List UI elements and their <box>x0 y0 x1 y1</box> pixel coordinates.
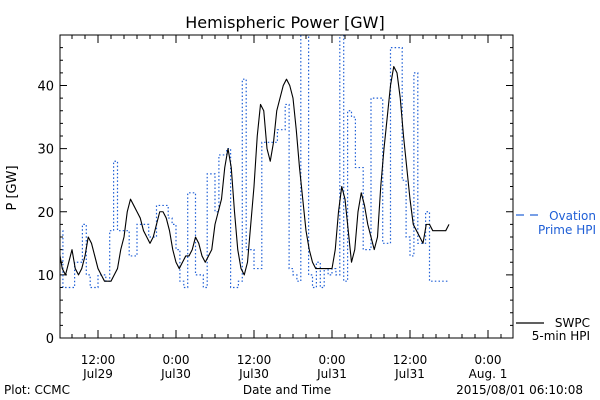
series-swpc-line <box>60 66 450 282</box>
x-tick-label-date: Jul31 <box>394 367 425 381</box>
x-tick-label-time: 12:00 <box>81 353 116 367</box>
plot-frame <box>59 34 514 339</box>
y-tick-label: 40 <box>37 80 54 95</box>
legend-swpc-label-1: SWPC <box>555 316 590 330</box>
series-layer <box>60 35 450 289</box>
x-tick-label-time: 12:00 <box>237 353 272 367</box>
y-tick-label: 10 <box>37 269 54 284</box>
x-tick-label-date: Jul30 <box>160 367 191 381</box>
series-ovation-prime-line <box>60 35 449 289</box>
x-tick-label-date: Aug. 1 <box>469 367 508 381</box>
y-tick-label: 0 <box>46 332 54 347</box>
chart-title: Hemispheric Power [GW] <box>185 13 384 32</box>
x-tick-label-date: Jul29 <box>82 367 113 381</box>
y-tick-label: 20 <box>37 206 54 221</box>
legend-ovation-label-2: Prime HPI <box>538 223 596 237</box>
x-tick-label-time: 0:00 <box>163 353 190 367</box>
y-tick-label: 30 <box>37 143 54 158</box>
legend-ovation-label-1: Ovation <box>549 209 596 223</box>
y-axis-label: P [GW] <box>5 165 20 210</box>
x-axis-ticks: 12:00Jul290:00Jul3012:00Jul300:00Jul3112… <box>71 35 508 381</box>
x-tick-label-time: 12:00 <box>393 353 428 367</box>
y-axis-ticks: 0 10 20 30 40 <box>37 47 513 347</box>
x-tick-label-time: 0:00 <box>475 353 502 367</box>
plot-timestamp: 2015/08/01 06:10:08 <box>456 383 583 397</box>
plot-credit: Plot: CCMC <box>4 383 70 397</box>
x-axis-label: Date and Time <box>243 383 331 397</box>
x-tick-label-time: 0:00 <box>319 353 346 367</box>
x-tick-label-date: Jul31 <box>316 367 347 381</box>
legend-swpc-label-2: 5-min HPI <box>532 329 590 343</box>
x-tick-label-date: Jul30 <box>238 367 269 381</box>
